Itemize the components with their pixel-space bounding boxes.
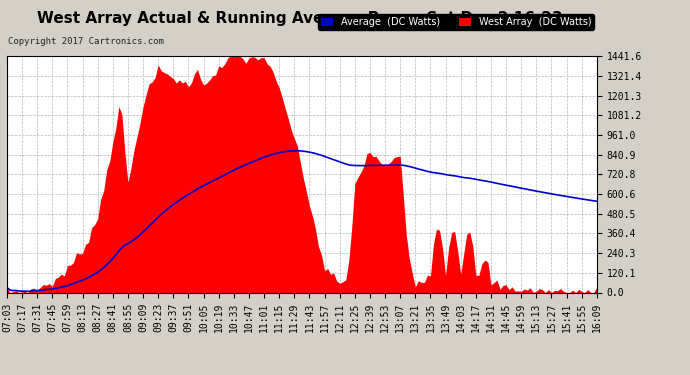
- Text: West Array Actual & Running Average Power Sat Dec 2 16:23: West Array Actual & Running Average Powe…: [37, 11, 563, 26]
- Legend: Average  (DC Watts), West Array  (DC Watts): Average (DC Watts), West Array (DC Watts…: [318, 14, 594, 30]
- Text: Copyright 2017 Cartronics.com: Copyright 2017 Cartronics.com: [8, 38, 164, 46]
